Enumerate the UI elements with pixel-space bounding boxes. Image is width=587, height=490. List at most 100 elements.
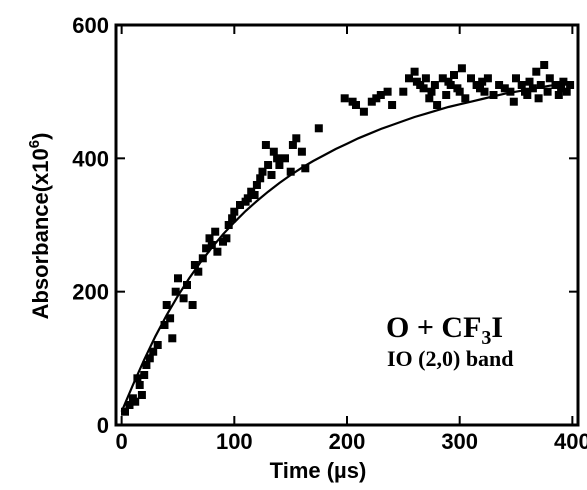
data-point: [125, 401, 134, 409]
x-tick-label: 0: [116, 429, 128, 454]
x-tick-labels: 0 100 200 300 400: [116, 429, 587, 454]
data-point: [281, 154, 289, 163]
data-point: [545, 74, 554, 83]
data-point: [461, 94, 470, 103]
data-point: [534, 94, 543, 103]
data-point: [228, 214, 237, 223]
data-point: [340, 94, 349, 103]
data-point: [376, 91, 385, 99]
data-point: [230, 207, 239, 216]
data-point: [523, 91, 532, 99]
data-point: [149, 347, 158, 356]
data-point: [536, 81, 545, 89]
annotation-band: IO (2,0) band: [387, 346, 514, 371]
data-point: [121, 407, 129, 416]
data-point: [425, 94, 434, 103]
data-point: [211, 227, 220, 236]
data-point: [269, 147, 278, 156]
data-point: [286, 167, 295, 176]
y-axis-title-close: ): [28, 133, 53, 140]
data-point: [551, 81, 560, 89]
data-point: [179, 294, 188, 303]
annotation-reaction-pre: O + CF: [386, 311, 481, 344]
data-point: [297, 147, 306, 156]
y-tick-label: 400: [72, 146, 109, 171]
data-point: [352, 101, 360, 109]
data-point: [160, 321, 169, 329]
data-point: [399, 87, 408, 96]
data-point: [166, 314, 175, 323]
data-point: [562, 87, 571, 96]
data-point: [480, 87, 489, 96]
axis-ticks: [116, 24, 578, 426]
data-point: [213, 247, 222, 256]
data-point: [500, 84, 509, 93]
data-point: [256, 174, 265, 183]
data-point: [258, 167, 267, 176]
data-point: [446, 81, 455, 89]
data-point: [410, 67, 419, 76]
data-point: [190, 261, 199, 269]
data-point: [540, 61, 549, 69]
data-point: [478, 77, 487, 86]
data-point: [495, 81, 504, 89]
data-point: [554, 91, 563, 99]
y-axis-title-base: Absorbance(x10: [28, 148, 53, 319]
data-point: [252, 181, 261, 189]
y-tick-labels: 0 200 400 600: [72, 13, 109, 438]
data-point: [162, 301, 171, 309]
data-point: [171, 287, 180, 296]
data-point: [509, 97, 518, 106]
data-point: [483, 74, 492, 83]
data-point: [142, 361, 151, 369]
data-point: [442, 91, 451, 99]
data-point: [512, 74, 520, 83]
data-point: [153, 341, 162, 349]
annotation-reaction: O + CF3I: [386, 311, 503, 349]
data-point: [273, 154, 282, 163]
data-point: [388, 101, 397, 109]
data-point: [301, 164, 310, 173]
data-point: [194, 267, 203, 276]
data-point: [372, 94, 381, 103]
data-point: [430, 81, 439, 89]
data-point: [174, 274, 182, 283]
data-point: [140, 371, 149, 379]
data-point: [383, 87, 392, 96]
data-point: [264, 161, 273, 169]
data-point: [207, 241, 216, 249]
data-point: [517, 81, 526, 89]
x-tick-label: 200: [329, 429, 366, 454]
data-point: [543, 87, 552, 96]
data-point: [261, 141, 270, 149]
data-point: [457, 64, 466, 73]
data-point: [359, 107, 368, 116]
data-point: [267, 171, 276, 179]
y-axis-title-exponent: 6: [26, 140, 43, 148]
data-point: [168, 334, 177, 343]
data-point: [288, 141, 297, 149]
data-point: [133, 374, 142, 383]
data-point: [205, 234, 214, 243]
x-axis-title: Time (µs): [270, 458, 367, 483]
data-point: [489, 91, 498, 99]
data-point: [427, 87, 436, 96]
data-point: [455, 87, 464, 96]
data-point: [145, 354, 154, 363]
data-point: [224, 221, 233, 229]
data-point: [250, 191, 259, 199]
data-point: [367, 97, 376, 106]
data-point: [525, 77, 534, 86]
y-tick-label: 0: [97, 413, 109, 438]
data-point: [419, 84, 428, 93]
data-point: [566, 81, 575, 89]
data-point: [202, 244, 211, 253]
data-point: [405, 74, 413, 83]
data-point: [137, 391, 146, 399]
data-point: [135, 381, 144, 389]
data-point: [275, 161, 284, 169]
data-point: [559, 77, 568, 86]
data-point: [131, 397, 140, 406]
data-point: [506, 87, 515, 96]
